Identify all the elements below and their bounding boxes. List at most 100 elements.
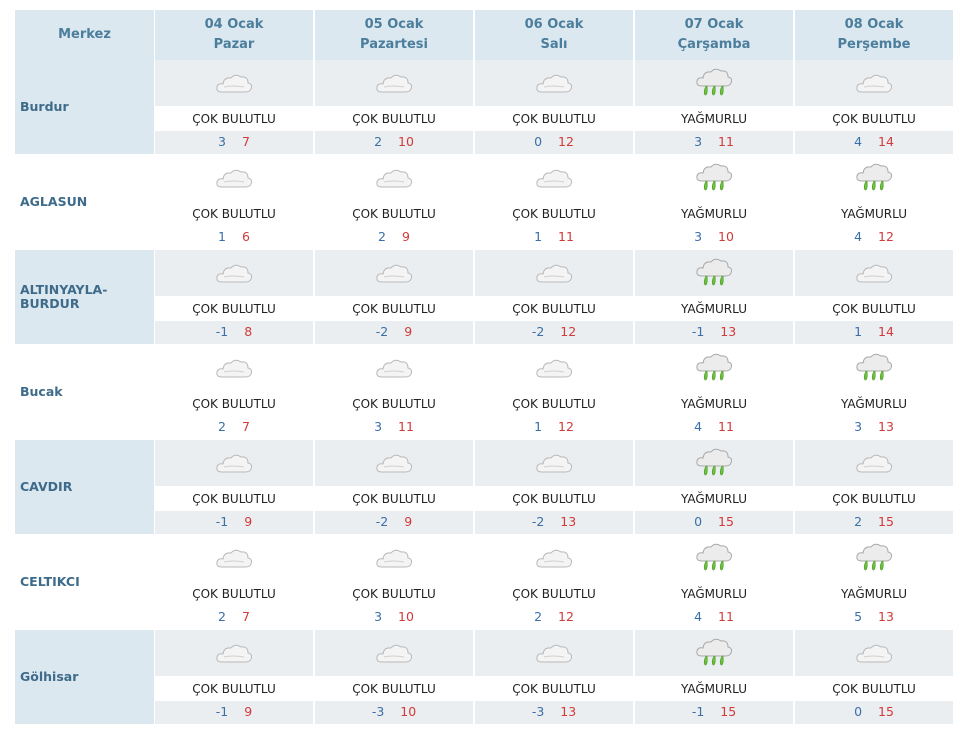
icon-area bbox=[315, 155, 473, 201]
cloud-icon bbox=[216, 169, 253, 188]
rain-icon bbox=[696, 258, 733, 286]
cloud-icon bbox=[376, 264, 413, 283]
city-name: CELTIKCI bbox=[20, 574, 80, 589]
condition: YAĞMURLU bbox=[795, 203, 953, 225]
cloud-icon bbox=[376, 454, 413, 473]
condition: YAĞMURLU bbox=[635, 678, 793, 700]
condition: ÇOK BULUTLU bbox=[315, 108, 473, 130]
day-cell: YAĞMURLU 3 13 bbox=[795, 345, 953, 439]
high-temp: 11 bbox=[718, 134, 734, 149]
high-temp: 15 bbox=[878, 704, 894, 719]
icon-area bbox=[795, 535, 953, 581]
high-temp: 10 bbox=[398, 609, 414, 624]
icon-area bbox=[795, 250, 953, 296]
cloud-icon bbox=[856, 644, 893, 663]
low-temp: -2 bbox=[531, 514, 545, 529]
temps: 3 11 bbox=[635, 131, 793, 154]
icon-area bbox=[635, 630, 793, 676]
temps: 4 12 bbox=[795, 226, 953, 249]
low-temp: -1 bbox=[691, 704, 705, 719]
rain-icon bbox=[696, 638, 733, 666]
temps: 3 10 bbox=[315, 606, 473, 629]
icon-area bbox=[315, 60, 473, 106]
low-temp: 2 bbox=[378, 229, 386, 244]
icon-area bbox=[635, 250, 793, 296]
day-date: 05 Ocak bbox=[364, 17, 424, 32]
icon-area bbox=[315, 440, 473, 486]
day-cell: ÇOK BULUTLU 2 7 bbox=[155, 345, 313, 439]
temps: 3 10 bbox=[635, 226, 793, 249]
low-temp: -3 bbox=[531, 704, 545, 719]
low-temp: 2 bbox=[218, 419, 226, 434]
day-cell: ÇOK BULUTLU -3 13 bbox=[475, 630, 633, 724]
city-cell: Burdur bbox=[15, 60, 154, 154]
icon-area bbox=[475, 155, 633, 201]
condition: ÇOK BULUTLU bbox=[315, 298, 473, 320]
day-cell: ÇOK BULUTLU 1 12 bbox=[475, 345, 633, 439]
condition: ÇOK BULUTLU bbox=[315, 583, 473, 605]
city-cell: ALTINYAYLA-BURDUR bbox=[15, 250, 154, 344]
low-temp: 3 bbox=[374, 609, 383, 624]
icon-area bbox=[795, 60, 953, 106]
temps: -3 13 bbox=[475, 701, 633, 724]
rain-icon bbox=[696, 68, 733, 96]
low-temp: 4 bbox=[854, 134, 863, 149]
day-cell: YAĞMURLU 3 11 bbox=[635, 60, 793, 154]
temps: 5 13 bbox=[795, 606, 953, 629]
high-temp: 13 bbox=[720, 324, 737, 339]
high-temp: 11 bbox=[718, 419, 734, 434]
condition: YAĞMURLU bbox=[635, 393, 793, 415]
condition: ÇOK BULUTLU bbox=[795, 488, 953, 510]
day-cell: ÇOK BULUTLU 2 12 bbox=[475, 535, 633, 629]
day-cell: ÇOK BULUTLU 3 7 bbox=[155, 60, 313, 154]
high-temp: 10 bbox=[718, 229, 734, 244]
header-corner: Merkez bbox=[15, 10, 154, 60]
low-temp: 1 bbox=[854, 324, 863, 339]
temps: 4 11 bbox=[635, 606, 793, 629]
condition: ÇOK BULUTLU bbox=[475, 108, 633, 130]
day-cell: ÇOK BULUTLU -2 13 bbox=[475, 440, 633, 534]
condition: YAĞMURLU bbox=[635, 203, 793, 225]
day-cell: ÇOK BULUTLU -2 9 bbox=[315, 250, 473, 344]
temps: 4 11 bbox=[635, 416, 793, 439]
temps: 1 14 bbox=[795, 321, 953, 344]
high-temp: 14 bbox=[878, 324, 894, 339]
low-temp: 3 bbox=[218, 134, 226, 149]
condition: ÇOK BULUTLU bbox=[155, 203, 313, 225]
low-temp: 0 bbox=[534, 134, 543, 149]
condition: ÇOK BULUTLU bbox=[475, 583, 633, 605]
cloud-icon bbox=[856, 454, 893, 473]
condition: ÇOK BULUTLU bbox=[155, 583, 313, 605]
condition: YAĞMURLU bbox=[795, 583, 953, 605]
condition: ÇOK BULUTLU bbox=[315, 393, 473, 415]
low-temp: 1 bbox=[534, 419, 543, 434]
day-cell: ÇOK BULUTLU 2 7 bbox=[155, 535, 313, 629]
high-temp: 11 bbox=[558, 229, 574, 244]
temps: -3 10 bbox=[315, 701, 473, 724]
cloud-icon bbox=[536, 74, 573, 93]
high-temp: 13 bbox=[560, 704, 577, 719]
icon-area bbox=[635, 440, 793, 486]
day-header: 04 Ocak Pazar bbox=[155, 10, 313, 60]
high-temp: 15 bbox=[878, 514, 894, 529]
cloud-icon bbox=[376, 549, 413, 568]
low-temp: 4 bbox=[854, 229, 863, 244]
rain-icon bbox=[696, 163, 733, 191]
icon-area bbox=[475, 250, 633, 296]
high-temp: 12 bbox=[558, 134, 574, 149]
low-temp: -2 bbox=[531, 324, 545, 339]
cloud-icon bbox=[376, 359, 413, 378]
icon-area bbox=[635, 535, 793, 581]
cloud-icon bbox=[376, 74, 413, 93]
day-date: 08 Ocak bbox=[844, 17, 904, 32]
day-name: Pazar bbox=[213, 37, 255, 52]
cloud-icon bbox=[856, 74, 893, 93]
icon-area bbox=[315, 535, 473, 581]
day-cell: ÇOK BULUTLU 1 14 bbox=[795, 250, 953, 344]
temps: -1 9 bbox=[155, 511, 313, 534]
low-temp: -1 bbox=[691, 324, 705, 339]
cloud-icon bbox=[376, 644, 413, 663]
high-temp: 11 bbox=[718, 609, 734, 624]
